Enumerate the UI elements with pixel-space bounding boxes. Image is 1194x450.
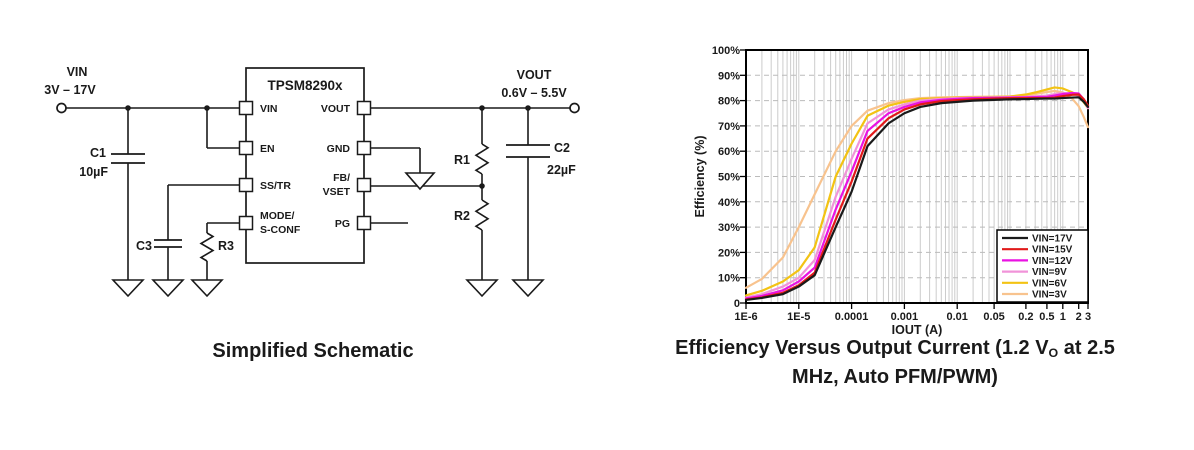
pin-gnd <box>356 140 372 156</box>
curve-vin-17v <box>744 96 1090 302</box>
pin-label-mode-1: MODE/ <box>260 210 295 222</box>
pin-label-sstr: SS/TR <box>260 180 291 192</box>
ground-symbol <box>190 279 224 298</box>
y-tick-label: 40% <box>718 197 740 209</box>
y-tick-label: 70% <box>718 121 740 133</box>
ic-body <box>245 67 365 264</box>
c2-value-label: 22µF <box>547 163 576 177</box>
junction-dot <box>479 183 485 189</box>
y-tick-label: 20% <box>718 247 740 259</box>
c3-ref-label: C3 <box>136 239 152 253</box>
ground-symbol <box>465 279 499 298</box>
schematic-figure: VIN 3V – 17V VOUT 0.6V – 5.5V TPSM8290x … <box>44 65 580 298</box>
x-tick-label: 0.05 <box>983 311 1004 323</box>
resistor-r3 <box>199 232 215 262</box>
plot-frame <box>745 49 1089 304</box>
legend-label: VIN=3V <box>1032 290 1067 301</box>
ic-title: TPSM8290x <box>267 78 343 93</box>
pin-label-vin: VIN <box>260 103 278 115</box>
y-tick-label: 30% <box>718 222 740 234</box>
y-tick-label: 10% <box>718 273 740 285</box>
pin-sstr <box>238 177 254 193</box>
legend-label: VIN=6V <box>1032 278 1067 289</box>
pin-en <box>238 140 254 156</box>
r2-ref-label: R2 <box>454 209 470 223</box>
x-tick-label: 0.2 <box>1018 311 1033 323</box>
x-tick-label: 1E-6 <box>734 311 757 323</box>
y-tick-label: 100% <box>712 45 740 57</box>
r1-ref-label: R1 <box>454 153 470 167</box>
y-tick-label: 80% <box>718 96 740 108</box>
r3-ref-label: R3 <box>218 239 234 253</box>
pin-vout <box>356 100 372 116</box>
c1-value-label: 10µF <box>79 165 108 179</box>
x-tick-label: 3 <box>1085 311 1091 323</box>
y-tick-label: 60% <box>718 146 740 158</box>
chart-caption-line1-pre: Efficiency Versus Output Current (1.2 V <box>675 337 1049 359</box>
junction-dot <box>125 105 131 111</box>
y-tick-label: 50% <box>718 172 740 184</box>
pin-label-pg: PG <box>335 218 350 230</box>
ground-symbol <box>511 279 545 298</box>
x-tick-label: 0.5 <box>1039 311 1054 323</box>
pin-mode <box>238 215 254 231</box>
capacitor-c1 <box>111 153 145 164</box>
efficiency-chart: 1E-6 1E-5 0.0001 0.001 0.01 0.05 0.2 0.5 1 2 3 100%… <box>693 45 1091 337</box>
pin-vin <box>238 100 254 116</box>
pin-label-vout: VOUT <box>321 103 351 115</box>
x-tick-label: 1E-5 <box>787 311 810 323</box>
legend-label: VIN=12V <box>1032 256 1073 267</box>
chart-caption: Efficiency Versus Output Current (1.2 VO… <box>625 336 1165 389</box>
legend-label: VIN=9V <box>1032 267 1067 278</box>
vin-terminal <box>56 102 67 114</box>
ground-symbol <box>404 172 436 191</box>
y-tick-label: 0 <box>734 298 740 310</box>
vout-label: VOUT <box>517 68 552 82</box>
x-tick-label: 0.0001 <box>835 311 869 323</box>
pin-label-mode-2: S-CONF <box>260 224 301 236</box>
ground-symbol <box>111 279 145 298</box>
capacitor-c2 <box>506 144 550 158</box>
capacitor-c3 <box>154 239 182 248</box>
y-axis-label: Efficiency (%) <box>693 136 707 218</box>
pin-label-en: EN <box>260 143 275 155</box>
chart-caption-line1: Efficiency Versus Output Current (1.2 VO… <box>625 336 1165 365</box>
resistor-r1 <box>474 143 490 175</box>
legend-label: VIN=17V <box>1032 234 1073 245</box>
legend-box <box>996 229 1089 303</box>
y-tick-label: 90% <box>718 70 740 82</box>
legend-label: VIN=15V <box>1032 245 1073 256</box>
vin-label: VIN <box>67 65 88 79</box>
resistor-r2 <box>474 199 490 231</box>
chart-caption-line1-post: at 2.5 <box>1058 337 1115 359</box>
vout-range-label: 0.6V – 5.5V <box>501 86 567 100</box>
junction-dot <box>479 105 485 111</box>
curve-vin-12v <box>744 91 1090 300</box>
ground-symbol <box>151 279 185 298</box>
pin-label-gnd: GND <box>327 143 351 155</box>
pin-pg <box>356 215 372 231</box>
c1-ref-label: C1 <box>90 146 106 160</box>
x-tick-label: 1 <box>1060 311 1066 323</box>
x-tick-label: 0.001 <box>891 311 919 323</box>
pin-fb <box>356 177 372 193</box>
junction-dot <box>204 105 210 111</box>
c2-ref-label: C2 <box>554 141 570 155</box>
x-tick-label: 0.01 <box>946 311 967 323</box>
chart-caption-subscript: O <box>1048 346 1059 361</box>
pin-label-fb-2: VSET <box>323 186 351 198</box>
junction-dot <box>525 105 531 111</box>
x-tick-label: 2 <box>1076 311 1082 323</box>
chart-caption-line2: MHz, Auto PFM/PWM) <box>792 366 998 389</box>
vin-range-label: 3V – 17V <box>44 83 96 97</box>
schematic-caption: Simplified Schematic <box>212 340 414 362</box>
x-axis-label: IOUT (A) <box>892 323 943 337</box>
vout-terminal <box>569 102 580 114</box>
pin-label-fb-1: FB/ <box>333 172 350 184</box>
